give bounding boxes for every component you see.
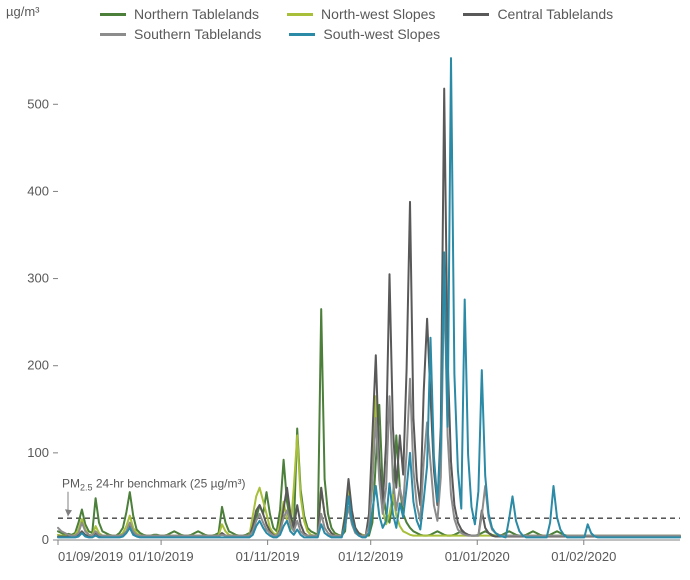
chart-legend: Northern Tablelands North-west Slopes Cent… <box>100 6 660 42</box>
y-tick-label: 500 <box>27 96 49 111</box>
legend-item: Northern Tablelands <box>100 6 259 22</box>
legend-item: Central Tablelands <box>463 6 613 22</box>
legend-swatch <box>463 13 489 16</box>
y-axis-unit-label: µg/m³ <box>6 4 40 19</box>
chart-canvas: 0 100 200 300 400 500 µg/m³ 01/09/2019 01/10/201… <box>0 0 690 580</box>
legend-label: North-west Slopes <box>321 6 435 22</box>
legend-swatch <box>287 13 313 16</box>
x-tick-label: 01/09/2019 <box>58 549 123 564</box>
legend-label: Southern Tablelands <box>134 26 261 42</box>
y-tick-label: 200 <box>27 358 49 373</box>
x-tick-label: 01/11/2019 <box>236 549 300 564</box>
x-tick-label: 01/12/2019 <box>338 549 403 564</box>
x-tick-label: 01/01/2020 <box>445 549 510 564</box>
legend-label: Central Tablelands <box>497 6 613 22</box>
legend-swatch <box>100 33 126 36</box>
legend-label: Northern Tablelands <box>134 6 259 22</box>
y-tick-label: 300 <box>27 271 49 286</box>
y-tick-label: 100 <box>27 445 49 460</box>
pm25-timeseries-chart: Northern Tablelands North-west Slopes Cent… <box>0 0 690 580</box>
legend-swatch <box>289 33 315 36</box>
legend-item: North-west Slopes <box>287 6 435 22</box>
legend-label: South-west Slopes <box>323 26 440 42</box>
legend-item: South-west Slopes <box>289 26 440 42</box>
series-line <box>58 58 680 537</box>
legend-swatch <box>100 13 126 16</box>
x-tick-label: 01/02/2020 <box>551 549 616 564</box>
benchmark-annotation: PM2.5 24-hr benchmark (25 µg/m³) <box>62 477 245 493</box>
legend-item: Southern Tablelands <box>100 26 261 42</box>
y-tick-label: 400 <box>27 183 49 198</box>
y-tick-label: 0 <box>42 532 49 547</box>
x-tick-label: 01/10/2019 <box>129 549 194 564</box>
series-line <box>58 89 680 537</box>
arrow-down-icon <box>65 509 72 516</box>
